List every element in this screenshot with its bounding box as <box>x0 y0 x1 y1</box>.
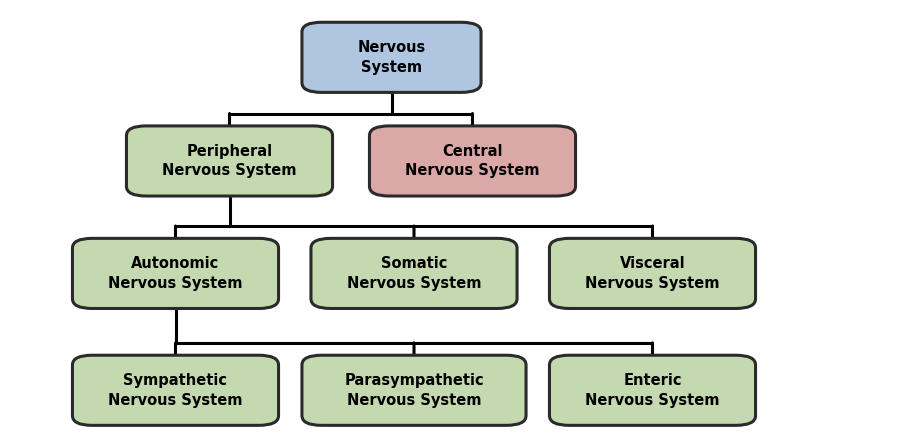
Text: Autonomic
Nervous System: Autonomic Nervous System <box>108 256 243 291</box>
FancyBboxPatch shape <box>302 355 526 425</box>
Text: Parasympathetic
Nervous System: Parasympathetic Nervous System <box>344 373 484 407</box>
FancyBboxPatch shape <box>311 238 517 309</box>
FancyBboxPatch shape <box>73 355 279 425</box>
FancyBboxPatch shape <box>126 126 333 196</box>
Text: Enteric
Nervous System: Enteric Nervous System <box>585 373 720 407</box>
Text: Somatic
Nervous System: Somatic Nervous System <box>346 256 482 291</box>
FancyBboxPatch shape <box>369 126 576 196</box>
FancyBboxPatch shape <box>549 238 755 309</box>
Text: Central
Nervous System: Central Nervous System <box>405 144 540 178</box>
Text: Nervous
System: Nervous System <box>357 40 426 75</box>
FancyBboxPatch shape <box>302 22 481 93</box>
FancyBboxPatch shape <box>549 355 755 425</box>
Text: Sympathetic
Nervous System: Sympathetic Nervous System <box>108 373 243 407</box>
Text: Visceral
Nervous System: Visceral Nervous System <box>585 256 720 291</box>
Text: Peripheral
Nervous System: Peripheral Nervous System <box>162 144 297 178</box>
FancyBboxPatch shape <box>73 238 279 309</box>
